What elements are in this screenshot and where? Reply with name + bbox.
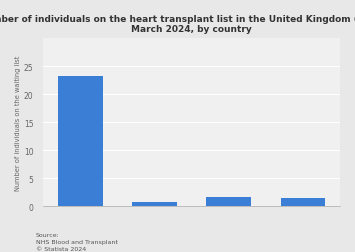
Bar	[206, 198, 251, 206]
Bar	[132, 202, 177, 206]
Bar	[58, 77, 103, 206]
Bar	[280, 199, 325, 206]
Title: Number of individuals on the heart transplant list in the United Kingdom (UK) as: Number of individuals on the heart trans…	[0, 15, 355, 34]
Y-axis label: Number of individuals on the waiting list: Number of individuals on the waiting lis…	[15, 55, 21, 190]
Text: Source:
NHS Blood and Transplant
© Statista 2024: Source: NHS Blood and Transplant © Stati…	[36, 232, 118, 251]
